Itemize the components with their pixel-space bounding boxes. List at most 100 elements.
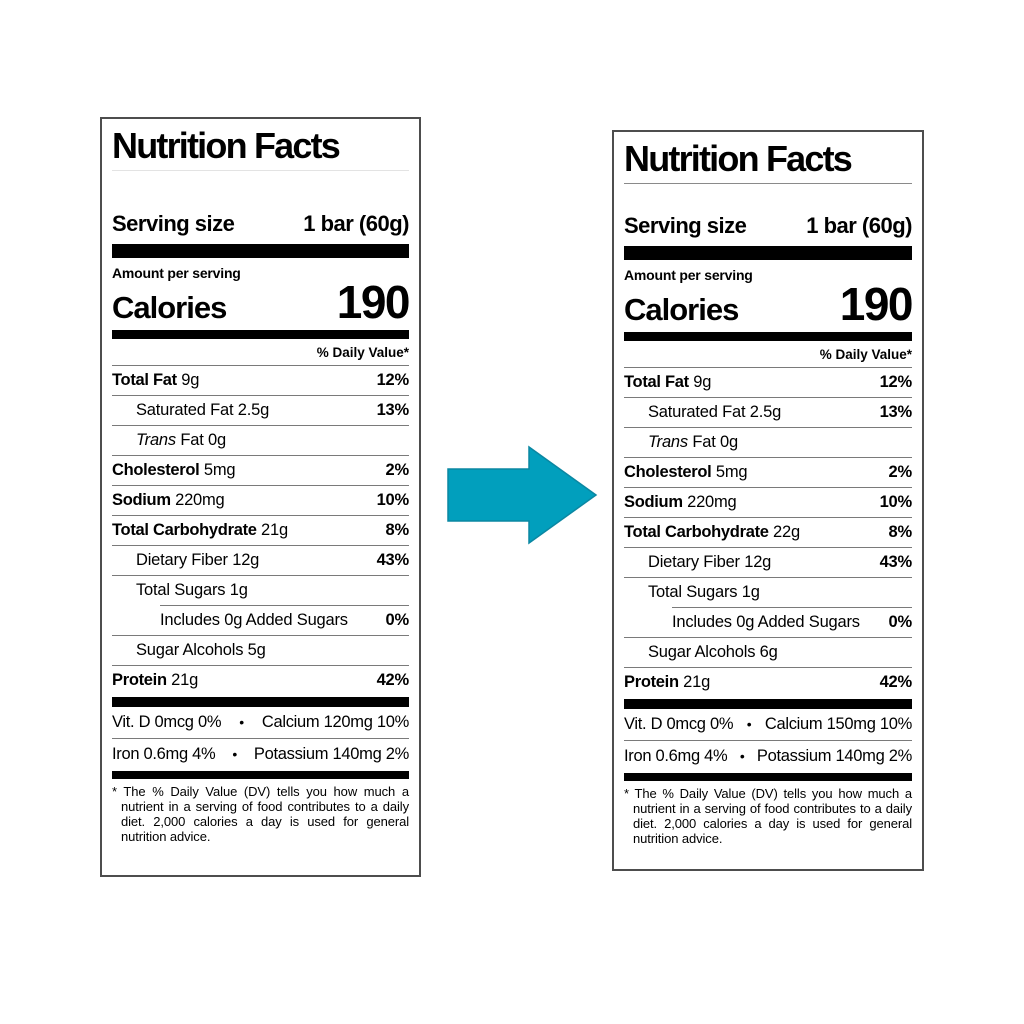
title-rule bbox=[112, 169, 409, 171]
right-arrow-shape bbox=[447, 445, 598, 545]
serving-size-row: Serving size 1 bar (60g) bbox=[112, 211, 409, 244]
nutrient-name-amount: Saturated Fat 2.5g bbox=[648, 402, 782, 421]
nutrient-daily-value: 13% bbox=[376, 400, 410, 419]
micronutrient-row: Iron 0.6mg 4% • Potassium 140mg 2% bbox=[112, 737, 409, 770]
micronutrient-right: Potassium 140mg 2% bbox=[253, 744, 409, 763]
micronutrient-row: Iron 0.6mg 4% • Potassium 140mg 2% bbox=[624, 739, 912, 772]
nutrient-row: Saturated Fat 2.5g 13% bbox=[624, 396, 913, 427]
nutrient-daily-value: 43% bbox=[376, 550, 410, 569]
nutrient-name-amount: Trans Fat 0g bbox=[136, 430, 226, 449]
nutrition-label-before: Nutrition Facts Serving size 1 bar (60g)… bbox=[100, 117, 421, 877]
micronutrient-rows: Vit. D 0mcg 0% • Calcium 120mg 10% Iron 0.6… bbox=[112, 707, 409, 770]
amount-per-serving-label: Amount per serving bbox=[624, 266, 753, 283]
daily-value-footnote: * The % Daily Value (DV) tells you how m… bbox=[112, 783, 409, 845]
amount-per-serving-label: Amount per serving bbox=[112, 264, 241, 281]
nutrient-daily-value: 2% bbox=[888, 462, 913, 481]
nutrient-name-amount: Sugar Alcohols 5g bbox=[136, 640, 266, 659]
nutrition-label-after: Nutrition Facts Serving size 1 bar (60g)… bbox=[612, 130, 924, 871]
nutrient-name-amount: Total Carbohydrate 21g bbox=[112, 520, 288, 539]
nutrient-row: Trans Fat 0g bbox=[624, 426, 912, 457]
nutrient-row: Cholesterol 5mg 2% bbox=[624, 456, 913, 487]
bullet-separator: • bbox=[746, 715, 752, 732]
nutrient-name-amount: Sodium 220mg bbox=[624, 492, 737, 511]
nutrient-name-amount: Sugar Alcohols 6g bbox=[648, 642, 778, 661]
divider-bar bbox=[624, 772, 912, 781]
nutrient-name-amount: Dietary Fiber 12g bbox=[648, 552, 772, 571]
nutrient-row: Protein 21g 42% bbox=[112, 664, 410, 695]
nutrient-name-amount: Includes 0g Added Sugars bbox=[672, 612, 860, 631]
nutrient-daily-value: 13% bbox=[879, 402, 913, 421]
nutrient-row: Includes 0g Added Sugars 0% bbox=[672, 606, 913, 637]
serving-size-row: Serving size 1 bar (60g) bbox=[624, 213, 912, 246]
micronutrient-left: Iron 0.6mg 4% bbox=[112, 744, 216, 763]
nutrient-name-amount: Cholesterol 5mg bbox=[624, 462, 748, 481]
calories-row: Calories 190 bbox=[624, 277, 914, 332]
nutrient-name-amount: Total Fat 9g bbox=[624, 372, 712, 391]
nutrient-daily-value: 10% bbox=[376, 490, 410, 509]
nutrient-rows: Total Fat 9g 12% Saturated Fat 2.5g 13% Tran… bbox=[624, 366, 913, 697]
nutrient-daily-value: 0% bbox=[385, 610, 410, 629]
nutrient-name-amount: Cholesterol 5mg bbox=[112, 460, 236, 479]
divider-bar bbox=[624, 331, 912, 341]
nutrient-daily-value: 43% bbox=[879, 552, 913, 571]
nutrient-rows: Total Fat 9g 12% Saturated Fat 2.5g 13% Tran… bbox=[112, 364, 410, 695]
nutrient-daily-value: 42% bbox=[879, 672, 913, 691]
serving-size-value: 1 bar (60g) bbox=[303, 210, 409, 236]
micronutrient-row: Vit. D 0mcg 0% • Calcium 120mg 10% bbox=[112, 707, 409, 738]
nutrient-row: Saturated Fat 2.5g 13% bbox=[112, 394, 410, 425]
nutrient-row: Protein 21g 42% bbox=[624, 666, 913, 697]
calories-value: 190 bbox=[839, 277, 914, 330]
title-gap bbox=[624, 184, 912, 213]
calories-row: Calories 190 bbox=[112, 279, 411, 330]
nutrient-daily-value: 12% bbox=[879, 372, 913, 391]
nutrient-row: Total Sugars 1g bbox=[624, 576, 912, 607]
nutrient-name-amount: Trans Fat 0g bbox=[648, 432, 738, 451]
calories-label: Calories bbox=[624, 291, 739, 327]
nutrient-row: Sugar Alcohols 6g bbox=[624, 636, 912, 667]
nutrient-row: Total Fat 9g 12% bbox=[624, 366, 913, 397]
nutrient-daily-value: 8% bbox=[888, 522, 913, 541]
nutrient-row: Dietary Fiber 12g 43% bbox=[112, 544, 410, 575]
calories-label: Calories bbox=[112, 289, 227, 325]
title-gap bbox=[112, 171, 409, 211]
right-arrow-icon bbox=[447, 445, 598, 545]
thick-divider-bar bbox=[112, 243, 409, 258]
thick-divider-bar bbox=[112, 696, 409, 707]
nutrient-name-amount: Includes 0g Added Sugars bbox=[160, 610, 348, 629]
nutrient-daily-value: 2% bbox=[385, 460, 410, 479]
label-title: Nutrition Facts bbox=[624, 138, 853, 179]
nutrient-daily-value: 0% bbox=[888, 612, 913, 631]
micronutrient-left: Vit. D 0mcg 0% bbox=[624, 714, 734, 733]
nutrient-name-amount: Protein 21g bbox=[112, 670, 199, 689]
nutrient-name-amount: Dietary Fiber 12g bbox=[136, 550, 260, 569]
thick-divider-bar bbox=[624, 698, 912, 709]
nutrient-row: Total Sugars 1g bbox=[112, 574, 409, 605]
nutrient-name-amount: Total Carbohydrate 22g bbox=[624, 522, 800, 541]
nutrient-name-amount: Sodium 220mg bbox=[112, 490, 225, 509]
daily-value-header: % Daily Value* bbox=[316, 344, 409, 360]
nutrient-row: Sodium 220mg 10% bbox=[624, 486, 913, 517]
thick-divider-bar bbox=[624, 245, 912, 260]
nutrient-row: Sodium 220mg 10% bbox=[112, 484, 410, 515]
serving-size-label: Serving size bbox=[624, 212, 747, 238]
serving-size-value: 1 bar (60g) bbox=[806, 212, 912, 238]
nutrient-row: Dietary Fiber 12g 43% bbox=[624, 546, 913, 577]
micronutrient-left: Iron 0.6mg 4% bbox=[624, 746, 728, 765]
nutrient-row: Includes 0g Added Sugars 0% bbox=[160, 604, 410, 635]
nutrient-row: Total Carbohydrate 22g 8% bbox=[624, 516, 913, 547]
title-rule bbox=[624, 182, 912, 184]
micronutrient-row: Vit. D 0mcg 0% • Calcium 150mg 10% bbox=[624, 709, 912, 740]
nutrient-daily-value: 10% bbox=[879, 492, 913, 511]
daily-value-footnote: * The % Daily Value (DV) tells you how m… bbox=[624, 785, 912, 847]
bullet-separator: • bbox=[232, 745, 237, 762]
nutrient-row: Total Carbohydrate 21g 8% bbox=[112, 514, 409, 545]
micronutrient-right: Potassium 140mg 2% bbox=[756, 746, 912, 765]
micronutrient-right: Calcium 150mg 10% bbox=[764, 714, 912, 733]
nutrient-daily-value: 42% bbox=[376, 670, 410, 689]
nutrient-row: Total Fat 9g 12% bbox=[112, 364, 409, 395]
label-title: Nutrition Facts bbox=[112, 125, 341, 166]
serving-size-label: Serving size bbox=[112, 210, 235, 236]
micronutrient-left: Vit. D 0mcg 0% bbox=[112, 712, 222, 731]
daily-value-header: % Daily Value* bbox=[819, 346, 912, 362]
bullet-separator: • bbox=[739, 747, 745, 764]
